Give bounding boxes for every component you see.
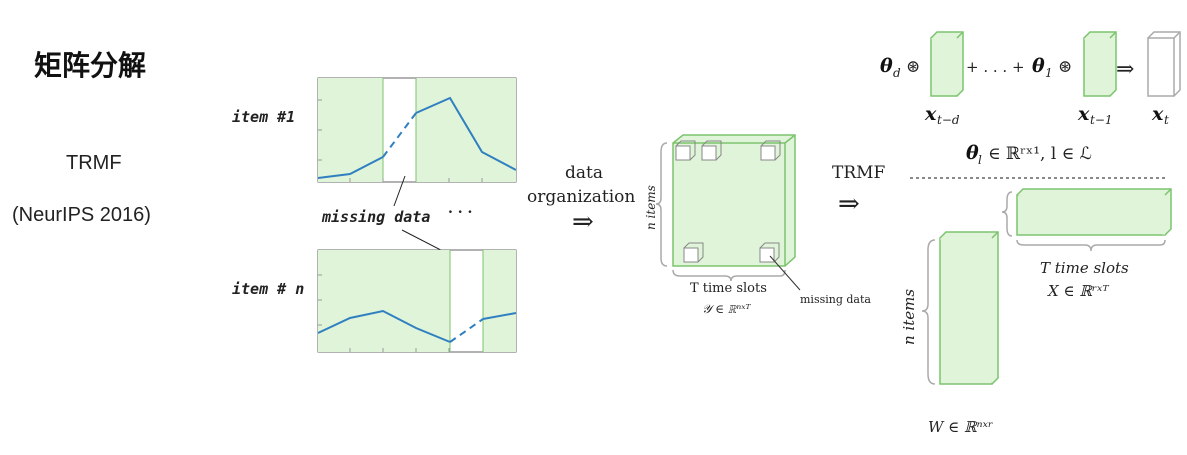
data-label: data: [565, 163, 603, 183]
x-t-minus-d: x: [924, 103, 937, 125]
ellipsis: . . .: [448, 201, 472, 217]
series-line: [317, 156, 384, 179]
x-t-minus-d-sub: t−d: [937, 113, 960, 127]
theta-d: θ: [880, 55, 893, 77]
item1-label: item #1: [232, 108, 295, 126]
arrow-3: ⇒: [1116, 57, 1134, 82]
t-slots-x: T time slots: [1040, 259, 1129, 277]
observed-region: [318, 250, 450, 352]
arrow-2: ⇒: [838, 189, 860, 219]
method-venue: (NeurIPS 2016): [12, 204, 151, 226]
plus-dots: + . . . +: [966, 58, 1025, 76]
observed-region: [483, 250, 516, 352]
missing-line: [382, 112, 417, 158]
x-t-sub: t: [1164, 113, 1169, 127]
series-line: [317, 309, 451, 343]
series-line: [482, 312, 517, 320]
theta-1: θ: [1032, 55, 1045, 77]
itemn-label: item # n: [232, 280, 304, 298]
slide-title: 矩阵分解: [34, 49, 147, 82]
series-line: [415, 96, 517, 171]
x-t-minus-d-block: [930, 31, 964, 97]
w-matrix: [921, 231, 999, 385]
itemn-chart: [317, 249, 517, 353]
y-math: 𝒴 ∈ ℝⁿˣᵀ: [702, 302, 752, 316]
organization-label: organization: [527, 187, 635, 207]
trmf-label: TRMF: [832, 163, 886, 183]
data-matrix-y: [655, 134, 801, 291]
x-math: X ∈ ℝʳˣᵀ: [1047, 282, 1109, 300]
t-slots-y: T time slots: [690, 281, 767, 296]
w-math: W ∈ ℝⁿˣʳ: [928, 418, 993, 436]
method-name: TRMF: [66, 152, 122, 174]
x-matrix: [1001, 188, 1172, 252]
conv-1: ⊛: [906, 57, 920, 77]
missing-data-label: missing data: [321, 208, 430, 226]
x-t-block: [1147, 31, 1181, 97]
n-items-w: n items: [900, 289, 918, 345]
theta-d-sub: d: [893, 66, 901, 80]
arrow-1: ⇒: [572, 207, 594, 237]
item1-chart: [317, 77, 517, 183]
n-items-y: n items: [644, 185, 658, 230]
theta-set: θ: [966, 142, 979, 164]
x-t-minus-1: x: [1077, 103, 1090, 125]
conv-2: ⊛: [1058, 57, 1072, 77]
observed-region: [416, 78, 516, 182]
x-t-minus-1-block: [1083, 31, 1117, 97]
missing-data-small: missing data: [800, 293, 871, 306]
x-t-minus-1-sub: t−1: [1090, 113, 1113, 127]
theta-set-rest: ∈ ℝʳˣ¹, l ∈ ℒ: [988, 144, 1092, 164]
x-t: x: [1151, 103, 1164, 125]
missing-line: [449, 318, 484, 343]
theta-1-sub: 1: [1045, 66, 1053, 80]
observed-region: [318, 78, 383, 182]
theta-set-sub: l: [978, 153, 982, 167]
